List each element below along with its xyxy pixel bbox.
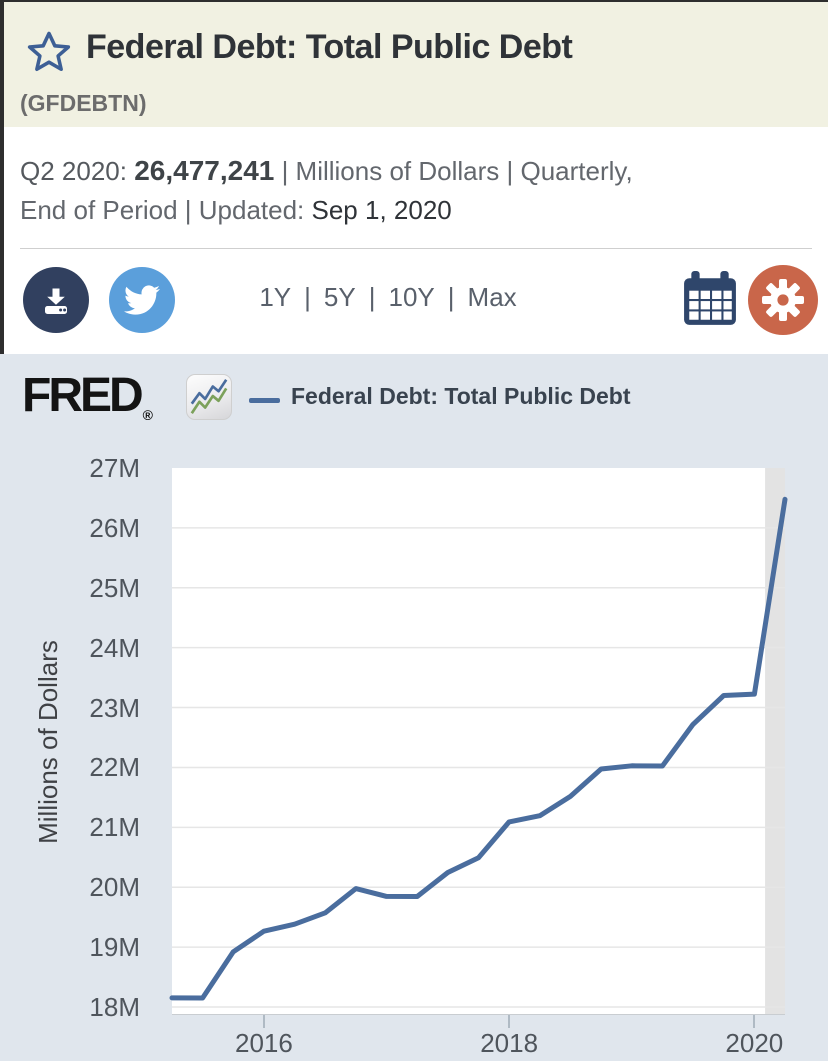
observation-units: | Millions of Dollars | Quarterly, [274, 156, 633, 186]
twitter-share-button[interactable] [109, 267, 175, 333]
range-separator: | [368, 282, 376, 312]
plot-area[interactable] [169, 468, 788, 1015]
range-link-10y[interactable]: 10Y [388, 282, 435, 312]
window-edge [0, 2, 4, 354]
observation-aggregation: End of Period | Updated: [20, 195, 312, 225]
twitter-bird-icon [124, 285, 160, 315]
y-axis-tick-label: 18M [89, 992, 140, 1022]
y-axis-tick-label: 23M [89, 692, 140, 723]
favorite-star-icon[interactable] [24, 28, 74, 78]
x-axis-tick-mark [753, 1015, 756, 1028]
x-axis-tick-label: 2016 [235, 1028, 293, 1058]
date-range-links: 1Y | 5Y | 10Y | Max [240, 282, 536, 313]
x-axis-tick-label: 2020 [725, 1028, 784, 1058]
y-axis-tick-label: 24M [89, 632, 140, 663]
chart-panel: FRED ® Federal Debt: Total Public Debt Mi… [0, 354, 828, 1061]
range-separator: | [447, 282, 455, 312]
legend-line-key [249, 398, 280, 403]
y-axis-tick-label: 27M [89, 453, 140, 483]
range-link-1y[interactable]: 1Y [259, 282, 292, 312]
observation-period: Q2 2020: [20, 156, 135, 186]
observation-text: Q2 2020: 26,477,241 | Millions of Dollar… [20, 151, 633, 230]
calendar-button[interactable] [682, 269, 738, 329]
legend-label[interactable]: Federal Debt: Total Public Debt [291, 383, 631, 409]
chart-toolbar: 1Y | 5Y | 10Y | Max [0, 249, 828, 354]
observation-bar: Q2 2020: 26,477,241 | Millions of Dollar… [0, 127, 828, 249]
observation-value: 26,477,241 [134, 155, 275, 186]
y-axis-tick-label: 20M [89, 872, 140, 903]
settings-button[interactable] [748, 265, 818, 335]
x-axis-tick-mark [262, 1015, 265, 1028]
y-axis-tick-label: 25M [89, 572, 140, 603]
registered-mark: ® [142, 407, 153, 423]
calendar-icon [684, 271, 736, 325]
range-link-5y[interactable]: 5Y [323, 282, 356, 312]
data-series-line[interactable] [169, 496, 788, 1001]
page-title: Federal Debt: Total Public Debt [86, 28, 573, 66]
x-axis-tick-mark [508, 1015, 511, 1028]
series-id: (GFDEBTN) [20, 90, 147, 116]
gear-icon [762, 279, 804, 321]
section-divider [20, 248, 812, 249]
sparkline-icon [186, 374, 232, 420]
y-axis-tick-label: 22M [89, 752, 140, 783]
range-separator: | [304, 282, 311, 312]
updated-date: Sep 1, 2020 [311, 195, 452, 225]
x-axis-tick-label: 2018 [480, 1028, 539, 1058]
y-axis-tick-label: 21M [89, 812, 140, 843]
y-axis-tick-label: 19M [89, 932, 140, 963]
download-button[interactable] [23, 267, 89, 333]
download-icon [45, 288, 67, 314]
range-link-max[interactable]: Max [467, 282, 517, 312]
fred-logo: FRED ® [22, 369, 153, 423]
series-header: Federal Debt: Total Public Debt (GFDEBTN… [0, 2, 828, 127]
y-axis-title: Millions of Dollars [33, 640, 63, 844]
y-axis-tick-label: 26M [89, 512, 140, 543]
